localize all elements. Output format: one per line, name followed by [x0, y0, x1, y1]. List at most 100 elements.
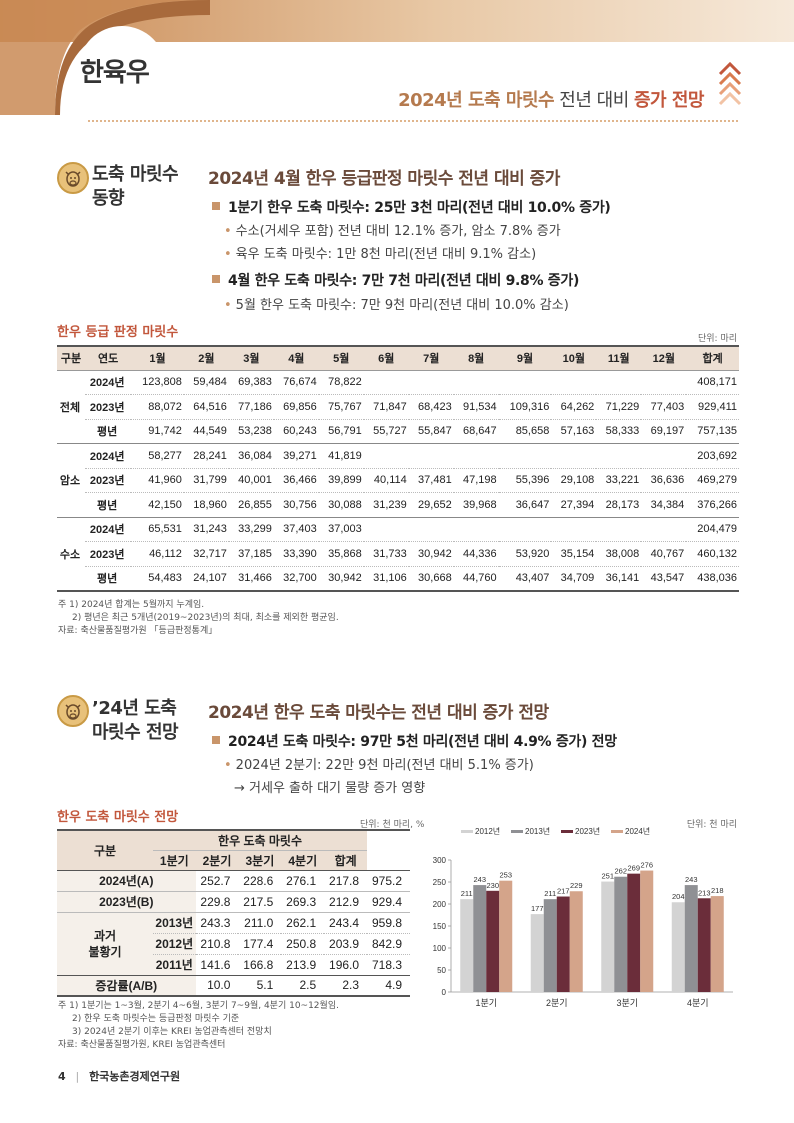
table2-cell: 210.8 — [200, 936, 231, 951]
data-label: 229 — [570, 881, 583, 890]
table1-cell: 56,791 — [318, 419, 364, 444]
table2-cell: 213.9 — [286, 957, 317, 972]
table2-cell: 2.3 — [342, 978, 360, 993]
data-label: 230 — [486, 881, 499, 890]
table1-cell: 35,154 — [551, 541, 597, 567]
table1-cell: 42,150 — [131, 492, 184, 518]
table2-title: 한우 도축 마릿수 전망 — [57, 810, 179, 825]
table1-cell: 77,186 — [228, 394, 274, 420]
data-label: 276 — [640, 861, 653, 870]
table2-header-top: 한우 도축 마릿수 — [153, 830, 368, 851]
table1-cell: 31,466 — [228, 566, 274, 592]
table1-cell: 88,072 — [131, 394, 184, 420]
table1-cell: 40,114 — [363, 468, 409, 493]
table2-header-cols: 1분기 2분기 3분기 4분기 합계 — [57, 850, 410, 870]
x-tick-label: 3분기 — [616, 998, 638, 1008]
section1-title-line2: 동향 — [92, 188, 125, 209]
table1-body: 전체 2024년 123,808 59,484 69,383 76,674 78,822 40… — [57, 370, 739, 592]
legend-label: 2024년 — [625, 826, 650, 836]
table1-cell: 58,333 — [596, 419, 642, 444]
table1-cell: 24,107 — [183, 566, 229, 592]
table1-cell: 91,534 — [453, 394, 499, 420]
table1-cell — [551, 370, 597, 395]
table-row: 수소 2024년 65,531 31,243 33,299 37,403 37,003 204… — [57, 517, 739, 592]
table1-cell — [363, 370, 409, 395]
table2-row-label: 2024년(A) — [57, 870, 196, 891]
table2-cell: 217.8 — [329, 873, 360, 888]
table-row: 과거 불황기 2013년 243.3 211.0 262.1 243.4 959.8 — [57, 912, 410, 975]
table2-row-label: 증감률(A/B) — [57, 975, 196, 996]
x-tick-label: 1분기 — [475, 998, 497, 1008]
bar — [614, 876, 628, 992]
table1-cell — [453, 370, 499, 395]
section2-sub-text: 2024년 2분기: 22만 9천 마리(전년 대비 5.1% 증가) — [235, 758, 534, 773]
table1: 구분 연도 1월 2월 3월 4월 5월 6월 7월 8월 9월 10월 11월 12월 합계 전체 2024… — [57, 345, 739, 592]
bar — [601, 881, 615, 992]
table1-cell: 26,855 — [228, 492, 274, 518]
table1-cell: 27,394 — [551, 492, 597, 518]
table1-col-header: 합계 — [686, 345, 739, 371]
table1-cell: 36,084 — [228, 443, 274, 469]
chart-unit: 단위: 천 마리 — [686, 820, 737, 830]
table1-cell: 37,403 — [273, 517, 319, 542]
table2-cell: 141.6 — [200, 957, 231, 972]
table1-col-header: 연도 — [85, 345, 132, 371]
bar — [671, 902, 685, 992]
table1-cell: 43,547 — [641, 566, 687, 592]
table1-note-2: 2) 평년은 최근 5개년(2019~2023년)의 최대, 최소를 제외한 평… — [72, 613, 339, 623]
table2-cell: 217.5 — [243, 894, 274, 909]
bar — [486, 890, 500, 992]
table-row: 평년 91,742 44,549 53,238 60,243 56,791 55,727 55… — [57, 419, 739, 444]
table2-cell: 212.9 — [329, 894, 360, 909]
table2-col-header: 4분기 — [281, 850, 325, 870]
table1-cell: 78,822 — [318, 370, 364, 395]
section1-sub-3-text: 5월 한우 도축 마릿수: 7만 9천 마리(전년 대비 10.0% 감소) — [235, 298, 569, 313]
data-label: 243 — [685, 875, 698, 884]
table1-cell — [363, 443, 409, 469]
table1-cell: 30,756 — [273, 492, 319, 518]
table1-cell — [498, 517, 552, 542]
table2-row-label: 2013년 — [153, 912, 196, 933]
table-row: 2023년(B) 229.8 217.5 269.3 212.9 929.4 — [57, 891, 410, 912]
bar — [543, 899, 557, 992]
table1-cell: 438,036 — [686, 566, 739, 592]
table1-cell — [596, 443, 642, 469]
table2-cell: 177.4 — [243, 936, 274, 951]
table1-cell: 31,799 — [183, 468, 229, 493]
table1-cell: 30,942 — [408, 541, 454, 567]
table1-year: 평년 — [85, 566, 132, 592]
table1-cell: 46,112 — [131, 541, 184, 567]
table1-cell: 43,407 — [498, 566, 552, 592]
bar — [499, 880, 513, 992]
table1-cell: 55,396 — [498, 468, 552, 493]
page-number: 4 — [58, 1070, 66, 1083]
table1-cell: 34,384 — [641, 492, 687, 518]
table2-cell: 252.7 — [200, 873, 231, 888]
table2-cell: 718.3 — [371, 957, 402, 972]
table1-cell: 54,483 — [131, 566, 184, 592]
table2-unit: 단위: 천 마리, % — [360, 820, 425, 830]
section1-bullet-1: 1분기 한우 도축 마릿수: 25만 3천 마리(전년 대비 10.0% 증가) — [212, 197, 611, 217]
table2-cell: 276.1 — [286, 873, 317, 888]
table2-cell: 262.1 — [286, 915, 317, 930]
table2-notes: 주 1) 1분기는 1~3월, 2분기 4~6월, 3분기 7~9월, 4분기 … — [58, 1000, 339, 1052]
table1-cell: 85,658 — [498, 419, 552, 444]
table1-cell: 44,760 — [453, 566, 499, 592]
cow-icon-2 — [57, 695, 89, 727]
table1-cell: 37,481 — [408, 468, 454, 493]
headline-part2: 전년 대비 — [554, 90, 634, 111]
table1-col-header: 12월 — [641, 345, 687, 371]
table1-cell: 39,899 — [318, 468, 364, 493]
table1-cell: 40,001 — [228, 468, 274, 493]
section1-title-line1: 도축 마릿수 — [92, 164, 179, 185]
y-tick-label: 150 — [433, 922, 447, 931]
table2-col-header: 1분기 — [153, 850, 196, 870]
data-label: 253 — [499, 871, 512, 880]
bar — [530, 914, 544, 992]
table1-cell: 33,390 — [273, 541, 319, 567]
table1-cell: 460,132 — [686, 541, 739, 567]
section1-sub-2: • 육우 도축 마릿수: 1만 8천 마리(전년 대비 9.1% 감소) — [224, 247, 537, 262]
table2-row-label: 2012년 — [153, 933, 196, 954]
table2: 구분 한우 도축 마릿수 1분기 2분기 3분기 4분기 합계 2024년(A) 252.… — [57, 829, 410, 997]
table2-cell: 842.9 — [371, 936, 402, 951]
